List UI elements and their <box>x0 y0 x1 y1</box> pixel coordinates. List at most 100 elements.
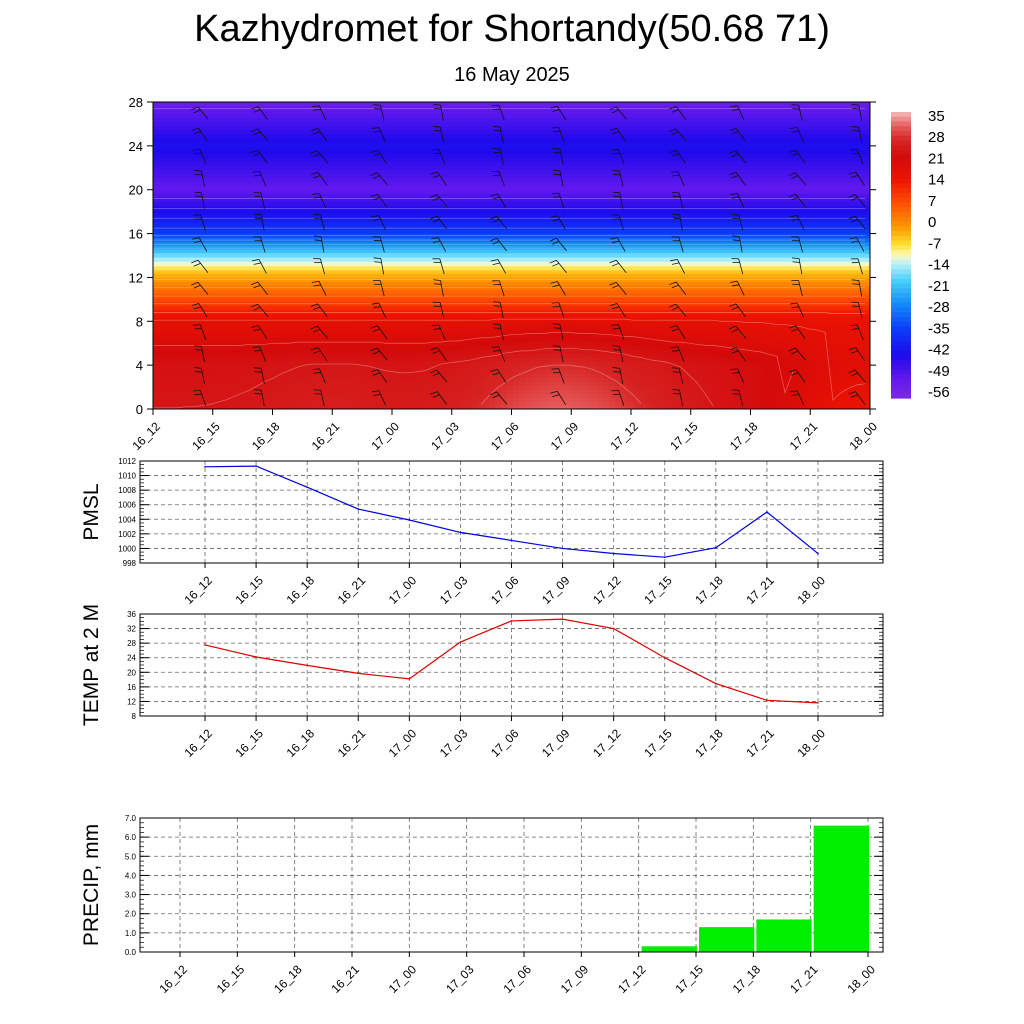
y-tick-label: 1008 <box>118 486 136 495</box>
wind-barb <box>728 150 747 164</box>
data-point <box>663 656 666 659</box>
y-axis-label: PMSL <box>80 483 103 540</box>
chart-date: 16 May 2025 <box>454 64 570 86</box>
wind-barb <box>311 105 327 121</box>
colorbar-segment <box>891 312 911 318</box>
y-tick-label: 28 <box>129 95 143 110</box>
wind-barb <box>669 281 687 295</box>
colorbar-segment <box>891 331 911 337</box>
wind-barb <box>788 325 806 340</box>
wind-barb <box>310 127 328 142</box>
colorbar-label: -28 <box>928 299 950 316</box>
data-point <box>255 465 257 467</box>
wind-barb <box>789 302 805 318</box>
data-point <box>204 466 206 468</box>
x-tick-label: 17_00 <box>386 573 420 607</box>
wind-barb <box>489 391 508 405</box>
wind-barb <box>252 170 267 187</box>
x-tick-label: 17_21 <box>743 726 777 760</box>
wind-barb <box>251 258 267 274</box>
wind-barb <box>848 171 865 186</box>
wind-barb <box>848 215 866 230</box>
y-tick-label: 2.0 <box>125 910 137 919</box>
wind-barb <box>732 235 743 253</box>
y-tick-label: 0 <box>136 402 143 417</box>
y-tick-label: 1012 <box>118 457 136 466</box>
wind-barb <box>551 302 565 319</box>
x-tick-label: 17_12 <box>615 962 649 996</box>
wind-barb <box>788 347 806 361</box>
colorbar-segment <box>891 116 911 123</box>
wind-barb <box>612 345 624 363</box>
wind-barb <box>251 106 268 120</box>
wind-barb <box>672 389 683 406</box>
x-tick-label: 16_12 <box>181 726 215 760</box>
wind-barb <box>670 346 685 362</box>
wind-barb <box>194 191 205 209</box>
colorbar-segment <box>891 293 911 299</box>
wind-barb <box>729 303 746 317</box>
wind-barb <box>730 193 745 209</box>
y-tick-label: 8 <box>136 314 143 329</box>
colorbar-label: -49 <box>928 363 950 380</box>
wind-barb <box>848 194 866 208</box>
data-point <box>817 702 819 704</box>
data-point <box>715 682 717 685</box>
x-tick-label: 16_15 <box>214 962 248 996</box>
wind-barb <box>669 128 687 142</box>
wind-barb <box>313 235 325 253</box>
data-point <box>408 519 411 521</box>
precip-bar <box>813 825 869 952</box>
colorbar-segment <box>891 135 911 142</box>
colorbar-segment <box>891 302 911 309</box>
wind-barb <box>432 301 445 319</box>
wind-barb <box>791 257 803 275</box>
colorbar-segment <box>891 231 911 237</box>
wind-barb <box>253 192 265 209</box>
wind-barb <box>430 171 447 186</box>
x-tick-label: 16_21 <box>328 962 362 996</box>
wind-barb <box>731 258 744 275</box>
wind-barb <box>250 281 268 295</box>
x-tick-label: 17_18 <box>730 962 764 996</box>
precip-bar <box>756 919 812 952</box>
wind-barb <box>310 150 328 164</box>
x-tick-label: 18_00 <box>794 726 828 760</box>
wind-barb <box>729 171 746 186</box>
y-tick-label: 16 <box>129 227 143 242</box>
wind-barb <box>911 300 921 319</box>
x-tick-label: 17_15 <box>667 419 701 453</box>
wind-barb <box>730 105 745 121</box>
wind-barb <box>489 237 508 252</box>
y-tick-label: 6.0 <box>125 833 137 842</box>
wind-barb <box>671 236 684 253</box>
precip-bar <box>641 946 697 952</box>
wind-barb <box>791 236 803 253</box>
wind-barb <box>731 389 743 406</box>
wind-barb <box>909 258 924 277</box>
wind-barb <box>433 126 445 143</box>
wind-barb <box>194 345 205 363</box>
data-point <box>663 556 666 558</box>
wind-barb <box>432 258 445 275</box>
wind-barb <box>310 347 328 362</box>
x-tick-label: 16_18 <box>284 573 318 607</box>
wind-barb <box>851 301 863 319</box>
x-tick-label: 16_18 <box>284 726 318 760</box>
wind-barb <box>910 279 922 298</box>
wind-barb <box>729 347 746 362</box>
wind-barb <box>612 170 624 187</box>
wind-barb <box>909 368 925 387</box>
wind-barb <box>848 369 866 383</box>
wind-barb <box>910 104 923 123</box>
wind-barb <box>430 369 448 383</box>
x-tick-label: 17_09 <box>548 419 582 453</box>
data-point <box>715 546 717 549</box>
wind-barb <box>370 369 388 383</box>
wind-barb <box>370 347 388 361</box>
y-tick-label: 4 <box>136 358 143 373</box>
colorbar-segment <box>891 131 911 137</box>
wind-barb <box>671 192 684 209</box>
wind-barb <box>849 237 865 252</box>
wind-barb <box>731 214 744 231</box>
